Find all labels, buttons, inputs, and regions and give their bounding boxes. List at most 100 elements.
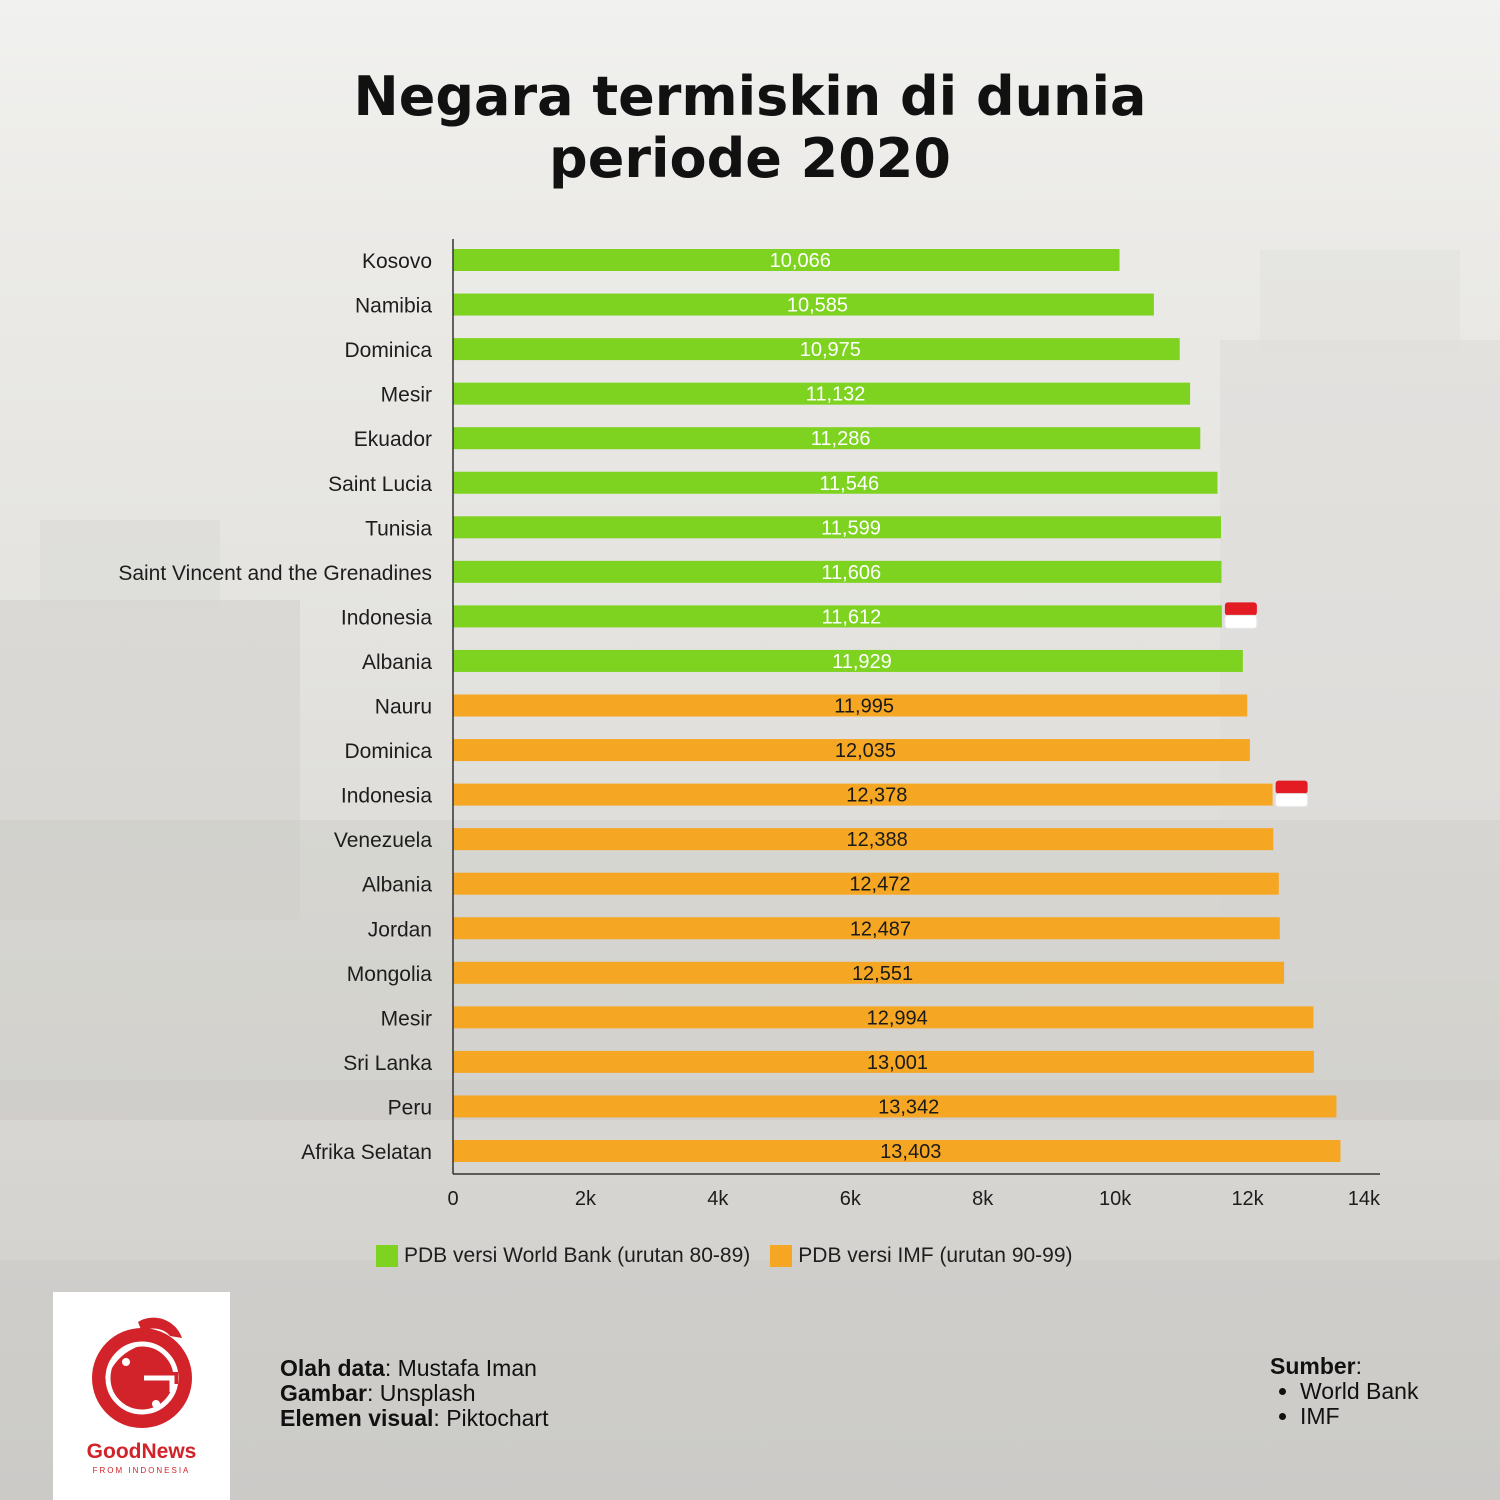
- category-label: Kosovo: [362, 250, 432, 273]
- bar: [453, 382, 1191, 405]
- chart-title-line2: periode 2020: [549, 127, 951, 190]
- category-label: Saint Vincent and the Grenadines: [118, 562, 432, 585]
- bar: [453, 1006, 1314, 1029]
- legend-item-world-bank: PDB versi World Bank (urutan 80-89): [376, 1244, 750, 1268]
- data-label: 13,403: [880, 1141, 941, 1163]
- source-item: IMF: [1300, 1404, 1418, 1429]
- data-label: 12,551: [852, 963, 913, 985]
- chart-legend: PDB versi World Bank (urutan 80-89) PDB …: [376, 1244, 1073, 1268]
- bar: [453, 249, 1120, 271]
- category-label: Peru: [388, 1096, 432, 1119]
- goodnews-logo: GoodNews FROM INDONESIA: [53, 1292, 230, 1500]
- data-label: 11,929: [832, 651, 892, 673]
- bar: [453, 872, 1279, 895]
- credits: Olah data: Mustafa Iman Gambar: Unsplash…: [280, 1356, 548, 1431]
- sources-colon: :: [1355, 1353, 1363, 1379]
- flag-icon: [1224, 614, 1258, 629]
- data-label: 12,472: [849, 874, 910, 896]
- category-label: Saint Lucia: [328, 473, 432, 496]
- data-label: 12,994: [867, 1007, 928, 1029]
- bar: [453, 783, 1273, 806]
- credit-elemen-visual: Elemen visual: Piktochart: [280, 1406, 548, 1431]
- bar: [453, 961, 1285, 984]
- flag-icon: [1275, 793, 1309, 808]
- logo-name: GoodNews: [86, 1440, 197, 1463]
- bar-chart: Kosovo 10,066 Namibia 10,585 Dominica 10,975 M…: [118, 239, 1381, 1210]
- legend-label-imf: PDB versi IMF (urutan 90-99): [798, 1244, 1073, 1267]
- category-label: Dominica: [344, 740, 432, 763]
- x-tick-label: 6k: [840, 1188, 862, 1210]
- bar: [453, 605, 1222, 628]
- data-label: 11,995: [834, 696, 894, 718]
- data-label: 11,546: [819, 473, 879, 495]
- data-label: 13,342: [878, 1096, 939, 1118]
- credit-gambar: Gambar: Unsplash: [280, 1381, 548, 1406]
- sources: Sumber: World Bank IMF: [1270, 1354, 1418, 1429]
- category-label: Mesir: [381, 1007, 432, 1030]
- x-tick-label: 4k: [707, 1188, 729, 1210]
- category-label: Dominica: [344, 339, 432, 362]
- x-tick-label: 12k: [1231, 1188, 1264, 1210]
- bar: [453, 1050, 1314, 1073]
- category-label: Venezuela: [334, 829, 432, 852]
- sources-label: Sumber: [1270, 1353, 1356, 1379]
- bar: [453, 1095, 1337, 1118]
- chart-title-line1: Negara termiskin di dunia: [353, 65, 1147, 128]
- source-item: World Bank: [1300, 1379, 1418, 1404]
- credit-elemen-label: Elemen visual: [280, 1405, 434, 1431]
- category-label: Sri Lanka: [343, 1052, 432, 1075]
- category-label: Albania: [362, 651, 432, 674]
- flag-icon: [1275, 780, 1308, 794]
- data-label: 12,487: [850, 918, 911, 940]
- category-label: Mesir: [381, 384, 432, 407]
- category-label: Namibia: [355, 295, 432, 318]
- bar: [453, 649, 1243, 672]
- legend-item-imf: PDB versi IMF (urutan 90-99): [770, 1244, 1073, 1268]
- bar: [453, 560, 1222, 583]
- legend-swatch-world-bank: [376, 1245, 398, 1267]
- logo-subtitle: FROM INDONESIA: [92, 1466, 191, 1475]
- category-label: Jordan: [368, 918, 432, 941]
- category-label: Afrika Selatan: [301, 1141, 432, 1164]
- bar: [453, 338, 1180, 361]
- data-label: 12,035: [835, 740, 896, 762]
- legend-swatch-imf: [770, 1245, 793, 1267]
- category-label: Tunisia: [365, 517, 432, 540]
- credit-olah-value: : Mustafa Iman: [384, 1355, 537, 1381]
- data-label: 10,975: [800, 339, 861, 361]
- category-label: Mongolia: [347, 963, 433, 986]
- category-label: Ekuador: [354, 428, 432, 451]
- bar: [453, 516, 1222, 539]
- bar: [453, 1140, 1341, 1162]
- bar: [453, 828, 1274, 851]
- data-label: 10,066: [770, 250, 831, 272]
- x-tick-label: 2k: [575, 1188, 597, 1210]
- data-label: 13,001: [867, 1052, 928, 1074]
- x-tick-label: 0: [447, 1188, 458, 1210]
- category-label: Albania: [362, 874, 432, 897]
- category-label: Indonesia: [341, 606, 432, 629]
- bar: [453, 427, 1201, 450]
- x-tick-label: 8k: [972, 1188, 994, 1210]
- data-label: 11,612: [822, 606, 882, 628]
- bar: [453, 293, 1154, 316]
- garuda-logo-icon: [92, 1317, 192, 1428]
- data-label: 11,132: [806, 384, 866, 406]
- data-label: 10,585: [787, 295, 848, 317]
- bar: [453, 694, 1248, 717]
- data-label: 11,286: [811, 428, 871, 450]
- flag-icon: [1224, 602, 1257, 616]
- data-label: 12,378: [846, 785, 907, 807]
- bar: [453, 471, 1218, 494]
- credit-olah-data: Olah data: Mustafa Iman: [280, 1356, 548, 1381]
- data-label: 11,599: [821, 517, 881, 539]
- data-label: 11,606: [821, 562, 881, 584]
- credit-gambar-label: Gambar: [280, 1380, 367, 1406]
- sources-list: World Bank IMF: [1270, 1379, 1418, 1429]
- credit-elemen-value: : Piktochart: [433, 1405, 549, 1431]
- bar: [453, 739, 1250, 762]
- x-tick-label: 14k: [1348, 1188, 1381, 1210]
- credit-olah-label: Olah data: [280, 1355, 385, 1381]
- sources-heading: Sumber:: [1270, 1354, 1418, 1379]
- category-label: Indonesia: [341, 785, 432, 808]
